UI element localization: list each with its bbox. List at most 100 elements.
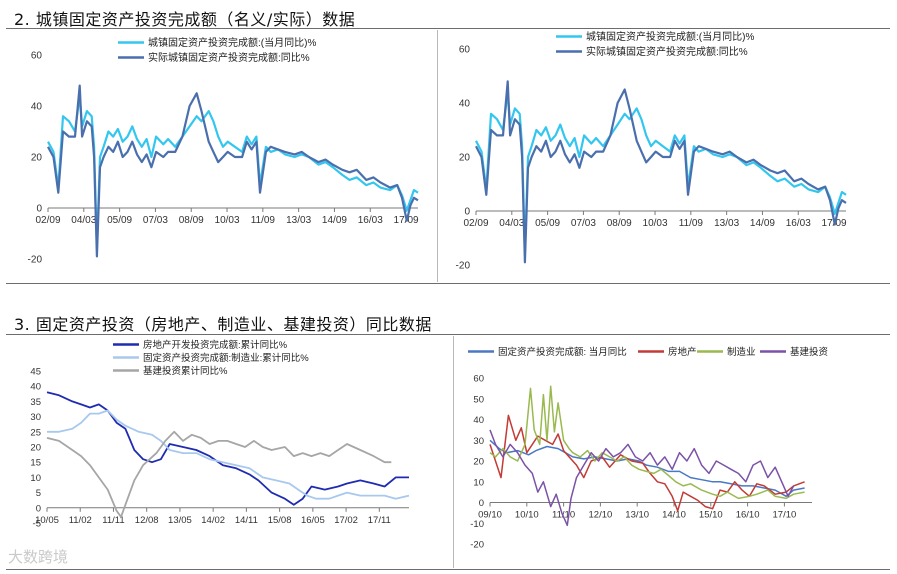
watermark-logo: 大数跨境 (8, 548, 69, 566)
x-tick-label: 02/09 (463, 218, 488, 229)
x-tick-label: 16/05 (301, 515, 325, 526)
x-tick-label: 08/09 (607, 218, 632, 229)
legend-label: 实际城镇固定资产投资完成额:同比% (586, 45, 748, 58)
x-tick-label: 12/08 (135, 515, 159, 526)
y-tick-label: 20 (30, 443, 41, 454)
series-line-3 (489, 385, 805, 500)
x-tick-label: 14/10 (662, 510, 686, 521)
y-tick-label: 50 (473, 394, 484, 405)
x-tick-label: 02/09 (35, 215, 60, 226)
y-tick-label: 60 (473, 374, 484, 385)
x-tick-label: 11/11 (102, 515, 124, 526)
x-tick-label: 09/10 (478, 510, 502, 521)
x-tick-label: 16/03 (786, 218, 811, 229)
y-tick-label: 25 (30, 427, 41, 438)
x-tick-label: 14/09 (322, 215, 347, 226)
x-tick-label: 14/09 (750, 218, 775, 229)
legend-label: 房地产 (668, 346, 697, 358)
y-tick-label: -20 (28, 255, 43, 266)
y-tick-label: 15 (30, 458, 41, 469)
series-line-3 (46, 430, 392, 518)
x-tick-label: 04/03 (71, 215, 96, 226)
x-tick-label: 04/03 (499, 218, 524, 229)
y-tick-label: -5 (33, 519, 41, 530)
y-tick-label: 35 (30, 397, 41, 408)
y-tick-label: 20 (473, 457, 484, 468)
y-tick-label: 5 (36, 488, 41, 499)
legend-label: 城镇固定资产投资完成额:(当月同比)% (586, 30, 754, 43)
y-tick-label: 10 (473, 477, 484, 488)
y-tick-label: 0 (36, 503, 41, 514)
section-2-divider (437, 30, 438, 282)
x-tick-label: 11/09 (251, 215, 276, 226)
x-tick-label: 11/09 (679, 218, 704, 229)
legend-label: 基建投资累计同比% (143, 365, 228, 377)
x-tick-label: 17/10 (773, 510, 797, 521)
section-3-title: 3. 固定资产投资（房地产、制造业、基建投资）同比数据 (14, 315, 432, 334)
y-tick-label: 60 (31, 51, 43, 62)
x-tick-label: 07/03 (571, 218, 596, 229)
x-tick-label: 13/10 (625, 510, 649, 521)
legend-label: 固定资产投资完成额: 当月同比 (498, 346, 627, 358)
y-tick-label: -20 (456, 261, 471, 272)
y-tick-label: 40 (473, 415, 484, 426)
section-2-bottom-rule (6, 283, 890, 284)
y-tick-label: -10 (470, 519, 484, 530)
x-tick-label: 10/10 (515, 510, 539, 521)
legend-label: 城镇固定资产投资完成额:(当月同比)% (148, 36, 316, 49)
y-tick-label: 0 (36, 204, 42, 215)
x-tick-label: 10/05 (35, 515, 59, 526)
y-tick-label: 40 (31, 102, 43, 113)
x-tick-label: 17/11 (368, 515, 391, 526)
series-line-2 (475, 80, 847, 264)
y-tick-label: 0 (464, 207, 470, 218)
legend-label: 固定资产投资完成额:制造业:累计同比% (143, 352, 309, 364)
x-tick-label: 11/02 (69, 515, 92, 526)
x-tick-label: 08/09 (179, 215, 204, 226)
y-tick-label: 40 (459, 99, 471, 110)
x-tick-label: 13/05 (168, 515, 192, 526)
x-tick-label: 05/09 (535, 218, 560, 229)
x-tick-label: 12/10 (589, 510, 613, 521)
y-tick-label: 40 (30, 382, 41, 393)
section-3-bottom-rule (6, 569, 890, 570)
y-tick-label: 20 (459, 153, 471, 164)
x-tick-label: 10/03 (643, 218, 668, 229)
y-tick-label: 45 (30, 367, 41, 378)
legend-label: 房地产开发投资完成额:累计同比% (143, 339, 288, 351)
legend-label: 基建投资 (790, 346, 829, 358)
x-tick-label: 16/03 (358, 215, 383, 226)
y-tick-label: 20 (31, 153, 43, 164)
legend-label: 制造业 (727, 346, 756, 358)
section-3-top-rule (6, 334, 890, 335)
y-tick-label: 10 (30, 473, 41, 484)
x-tick-label: 17/02 (334, 515, 358, 526)
x-tick-label: 14/11 (235, 515, 258, 526)
x-tick-label: 13/03 (714, 218, 739, 229)
legend-label: 实际城镇固定资产投资完成额:同比% (148, 51, 310, 64)
x-tick-label: 15/08 (268, 515, 292, 526)
series-line-2 (47, 409, 410, 500)
y-tick-label: 0 (479, 498, 484, 509)
x-tick-label: 14/02 (201, 515, 225, 526)
series-line-2 (47, 84, 419, 258)
x-tick-label: 07/03 (143, 215, 168, 226)
section-2-top-rule (6, 28, 890, 29)
series-line-4 (489, 429, 795, 527)
x-tick-label: 16/10 (736, 510, 760, 521)
x-tick-label: 05/09 (107, 215, 132, 226)
y-tick-label: 30 (30, 412, 41, 423)
x-tick-label: 13/03 (286, 215, 311, 226)
x-tick-label: 15/10 (699, 510, 723, 521)
x-tick-label: 10/03 (215, 215, 240, 226)
y-tick-label: 30 (473, 436, 484, 447)
section-3-divider (453, 336, 454, 568)
y-tick-label: -20 (470, 540, 484, 551)
series-line-2 (489, 414, 805, 512)
section-2-title: 2. 城镇固定资产投资完成额（名义/实际）数据 (14, 10, 356, 29)
y-tick-label: 60 (459, 45, 471, 56)
